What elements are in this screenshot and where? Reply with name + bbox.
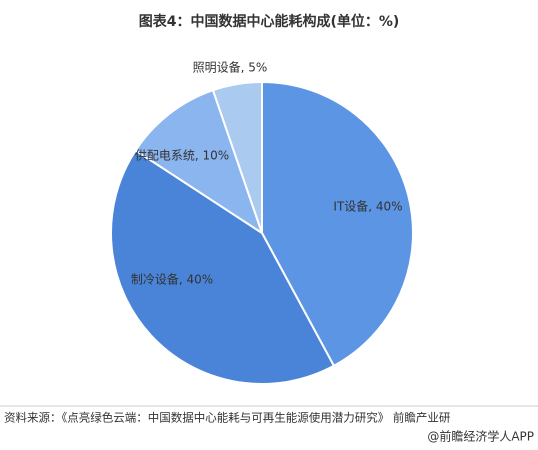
footer: @前瞻经济学人APP	[427, 429, 534, 444]
pie-slice	[134, 88, 264, 236]
data-label: 制冷设备, 40%	[131, 273, 213, 287]
pie-slice	[110, 149, 336, 385]
pie: IT设备, 40% 制冷设备, 40% 供配电系统, 10% 照明设备, 5%	[110, 61, 414, 385]
chart-title: 图表4：中国数据中心能耗构成(单位：%)	[139, 13, 400, 30]
data-label: 照明设备, 5%	[193, 61, 268, 75]
pie-slice	[211, 80, 263, 234]
source: 资料来源：《点亮绿色云端：中国数据中心能耗与可再生能源使用潜力研究》 前瞻产业研	[4, 411, 451, 425]
data-label: IT设备, 40%	[333, 200, 402, 214]
data-label: 供配电系统, 10%	[135, 149, 229, 163]
pie-slice	[261, 80, 414, 368]
